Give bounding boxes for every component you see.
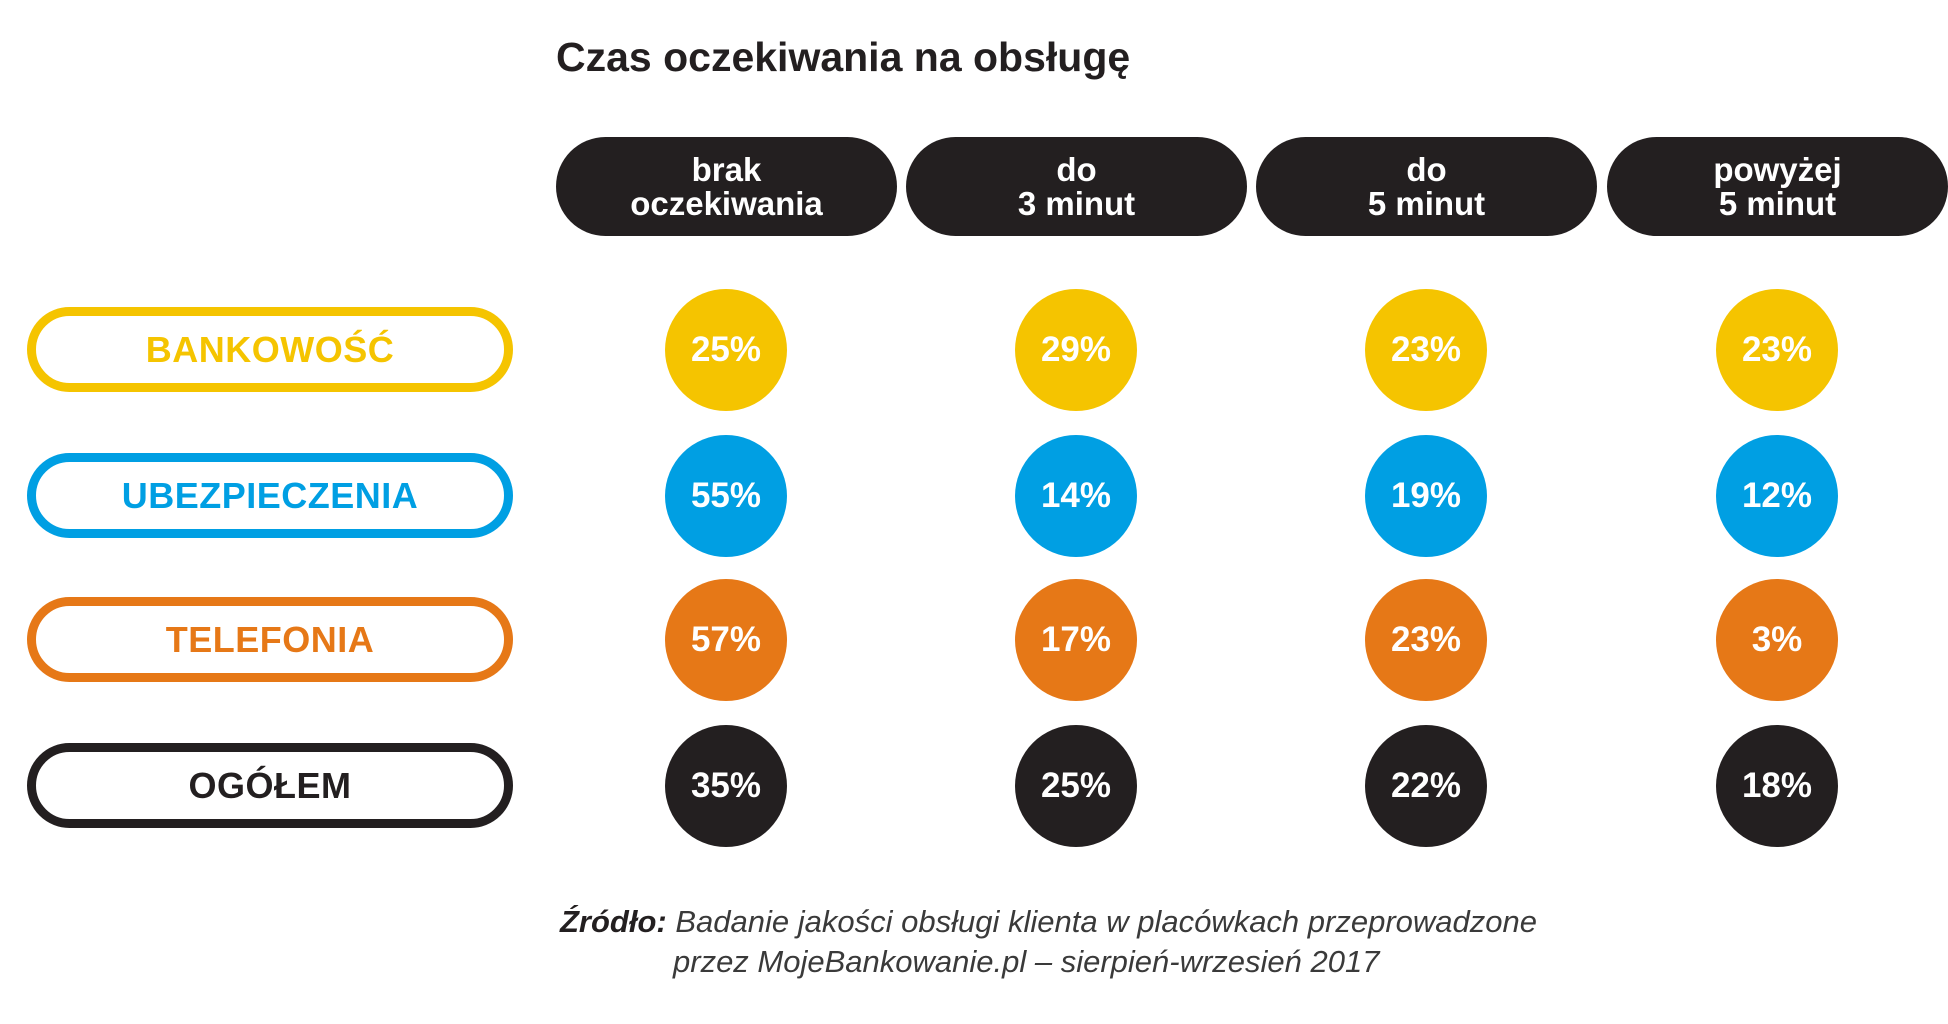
column-header-line1: brak <box>691 150 762 188</box>
source-line-2: przez MojeBankowanie.pl – sierpień-wrzes… <box>673 944 1380 979</box>
column-header-line2: 3 minut <box>1017 184 1136 222</box>
column-header-2: do 3 minut <box>906 137 1247 236</box>
value-circle: 22% <box>1365 725 1487 847</box>
value-circle: 18% <box>1716 725 1838 847</box>
row-label-bankowość: BANKOWOŚĆ <box>27 307 513 392</box>
column-header-text: do 5 minut <box>1367 150 1486 222</box>
value-circle: 23% <box>1716 289 1838 411</box>
value-label: 29% <box>1040 330 1112 369</box>
value-circle: 3% <box>1716 579 1838 701</box>
value-label: 12% <box>1741 476 1813 515</box>
column-header-3: do 5 minut <box>1256 137 1597 236</box>
column-header-text: powyżej 5 minut <box>1713 150 1842 222</box>
column-header-line2: 5 minut <box>1367 184 1486 222</box>
value-circle: 17% <box>1015 579 1137 701</box>
value-circle: 14% <box>1015 435 1137 557</box>
column-header-line2: 5 minut <box>1718 184 1837 222</box>
value-label: 17% <box>1040 620 1112 659</box>
column-header-line1: do <box>1056 150 1097 188</box>
source-line-1: Źródło: Badanie jakości obsługi klienta … <box>560 902 1537 942</box>
value-circle: 25% <box>665 289 787 411</box>
column-header-line1: powyżej <box>1713 150 1842 188</box>
value-label: 19% <box>1390 476 1462 515</box>
source-text-1: Badanie jakości obsługi klienta w placów… <box>675 904 1537 939</box>
value-circle: 35% <box>665 725 787 847</box>
column-header-4: powyżej 5 minut <box>1607 137 1948 236</box>
value-circle: 23% <box>1365 289 1487 411</box>
value-circle: 29% <box>1015 289 1137 411</box>
column-header-line2: oczekiwania <box>630 184 823 222</box>
chart-title: Czas oczekiwania na obsługę <box>556 34 1131 80</box>
value-label: 57% <box>690 620 762 659</box>
value-circle: 25% <box>1015 725 1137 847</box>
value-circle: 19% <box>1365 435 1487 557</box>
value-circle: 55% <box>665 435 787 557</box>
column-header-line1: do <box>1406 150 1447 188</box>
value-label: 18% <box>1741 766 1813 805</box>
value-label: 23% <box>1390 330 1462 369</box>
value-label: 22% <box>1390 766 1462 805</box>
value-label: 3% <box>1751 620 1803 659</box>
column-header-text: brak oczekiwania <box>630 150 823 222</box>
row-label-ogółem: OGÓŁEM <box>27 743 513 828</box>
value-circle: 57% <box>665 579 787 701</box>
value-label: 14% <box>1040 476 1112 515</box>
value-circle: 12% <box>1716 435 1838 557</box>
value-label: 23% <box>1741 330 1813 369</box>
value-circle: 23% <box>1365 579 1487 701</box>
value-label: 35% <box>690 766 762 805</box>
column-header-1: brak oczekiwania <box>556 137 897 236</box>
row-label-telefonia: TELEFONIA <box>27 597 513 682</box>
value-label: 25% <box>690 330 762 369</box>
value-label: 23% <box>1390 620 1462 659</box>
value-label: 55% <box>690 476 762 515</box>
source-prefix: Źródło: <box>560 904 667 939</box>
column-header-text: do 3 minut <box>1017 150 1136 222</box>
row-label-ubezpieczenia: UBEZPIECZENIA <box>27 453 513 538</box>
value-label: 25% <box>1040 766 1112 805</box>
